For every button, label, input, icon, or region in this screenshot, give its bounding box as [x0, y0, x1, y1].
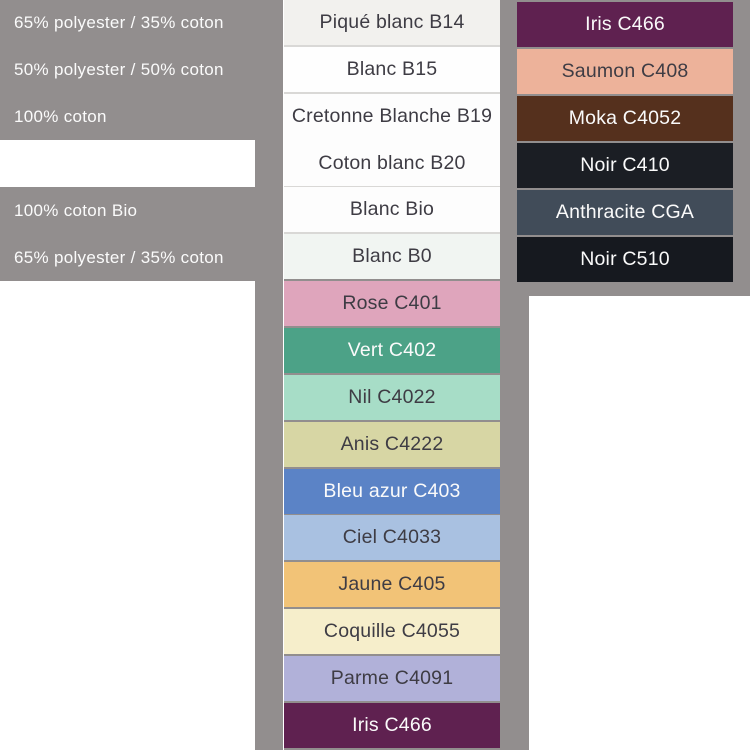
- swatch-saumon-c408[interactable]: Saumon C408: [517, 49, 733, 94]
- swatch-label: Rose C401: [342, 292, 442, 315]
- swatch-vert-c402[interactable]: Vert C402: [284, 328, 500, 373]
- composition-label-row: 100% coton: [0, 94, 283, 141]
- swatch-label: Anthracite CGA: [555, 201, 695, 223]
- swatch-divider: [284, 466, 500, 469]
- swatch-divider: [284, 560, 500, 563]
- swatch-divider: [284, 44, 500, 47]
- composition-label-row: 100% coton Bio: [0, 187, 283, 234]
- composition-label: 65% polyester / 35% coton: [14, 247, 224, 267]
- composition-blank-row: [0, 140, 255, 188]
- swatch-blanc-b15[interactable]: Blanc B15: [284, 46, 500, 92]
- swatch-label: Nil C4022: [348, 385, 436, 408]
- swatch-divider: [284, 138, 500, 141]
- composition-label-row: 65% polyester / 35% coton: [0, 234, 283, 281]
- swatch-label: Parme C4091: [330, 667, 454, 690]
- swatch-label: Ciel C4033: [342, 526, 442, 549]
- swatch-noir-c410[interactable]: Noir C410: [517, 143, 733, 188]
- composition-label: 100% coton: [14, 107, 107, 127]
- swatch-coton-blanc-b20[interactable]: Coton blanc B20: [284, 140, 500, 186]
- swatch-blanc-b0[interactable]: Blanc B0: [284, 234, 500, 280]
- swatch-label: Noir C510: [580, 248, 670, 270]
- swatch-coquille-c4055[interactable]: Coquille C4055: [284, 609, 500, 655]
- swatch-label: Coton blanc B20: [318, 151, 466, 174]
- swatch-label: Iris C466: [352, 713, 432, 736]
- composition-label: 65% polyester / 35% coton: [14, 13, 224, 33]
- composition-label: 50% polyester / 50% coton: [14, 60, 224, 80]
- swatch-ciel-c4033[interactable]: Ciel C4033: [284, 515, 500, 561]
- swatch-anis-c4222[interactable]: Anis C4222: [284, 421, 500, 467]
- swatch-label: Moka C4052: [568, 107, 682, 129]
- swatch-divider: [284, 607, 500, 610]
- composition-label: 100% coton Bio: [14, 200, 138, 220]
- swatch-parme-c4091[interactable]: Parme C4091: [284, 656, 500, 701]
- swatch-nil-c4022[interactable]: Nil C4022: [284, 374, 500, 420]
- swatch-divider: [284, 654, 500, 657]
- composition-panel: 65% polyester / 35% coton 50% polyester /…: [0, 0, 283, 281]
- dark-swatch-panel: Iris C466 Saumon C408 Moka C4052 Noir C410 A…: [500, 0, 750, 296]
- swatch-label: Blanc B15: [346, 57, 438, 80]
- swatch-iris-c466[interactable]: Iris C466: [517, 2, 733, 47]
- swatch-divider: [284, 232, 500, 235]
- swatch-noir-c510[interactable]: Noir C510: [517, 237, 733, 282]
- swatch-moka-c4052[interactable]: Moka C4052: [517, 96, 733, 141]
- swatch-label: Saumon C408: [561, 60, 689, 82]
- swatch-anthracite-cga[interactable]: Anthracite CGA: [517, 190, 733, 235]
- composition-label-row: 50% polyester / 50% coton: [0, 47, 283, 94]
- color-swatch-column: Piqué blanc B14 Blanc B15 Cretonne Blanche…: [284, 0, 500, 750]
- swatch-label: Anis C4222: [340, 432, 444, 455]
- swatch-divider: [284, 701, 500, 703]
- swatch-blanc-bio[interactable]: Blanc Bio: [284, 187, 500, 233]
- swatch-rose-c401[interactable]: Rose C401: [284, 281, 500, 327]
- swatch-label: Noir C410: [580, 154, 670, 176]
- swatch-label: Iris C466: [585, 13, 665, 35]
- swatch-divider: [284, 279, 500, 282]
- swatch-divider: [284, 91, 500, 94]
- swatch-bleu-azur-c403[interactable]: Bleu azur C403: [284, 468, 500, 514]
- swatch-divider: [284, 372, 500, 375]
- composition-label-row: 65% polyester / 35% coton: [0, 0, 283, 47]
- swatch-label: Cretonne Blanche B19: [291, 104, 493, 127]
- swatch-label: Piqué blanc B14: [319, 10, 465, 33]
- dark-swatch-rows: Iris C466 Saumon C408 Moka C4052 Noir C410 A…: [517, 2, 733, 282]
- swatch-divider: [284, 185, 500, 188]
- swatch-label: Vert C402: [347, 339, 437, 361]
- swatch-label: Blanc Bio: [349, 198, 435, 221]
- swatch-label: Coquille C4055: [323, 620, 461, 643]
- swatch-label: Blanc B0: [352, 245, 432, 268]
- swatch-cretonne-blanche-b19[interactable]: Cretonne Blanche B19: [284, 93, 500, 139]
- swatch-iris-c466[interactable]: Iris C466: [284, 702, 500, 748]
- swatch-divider: [284, 326, 500, 329]
- swatch-label: Jaune C405: [338, 573, 446, 596]
- swatch-divider: [284, 513, 500, 516]
- swatch-jaune-c405[interactable]: Jaune C405: [284, 562, 500, 608]
- composition-rows: 65% polyester / 35% coton 50% polyester /…: [0, 0, 283, 281]
- swatch-divider: [284, 419, 500, 422]
- swatch-label: Bleu azur C403: [323, 479, 461, 502]
- swatch-pique-blanc-b14[interactable]: Piqué blanc B14: [284, 0, 500, 45]
